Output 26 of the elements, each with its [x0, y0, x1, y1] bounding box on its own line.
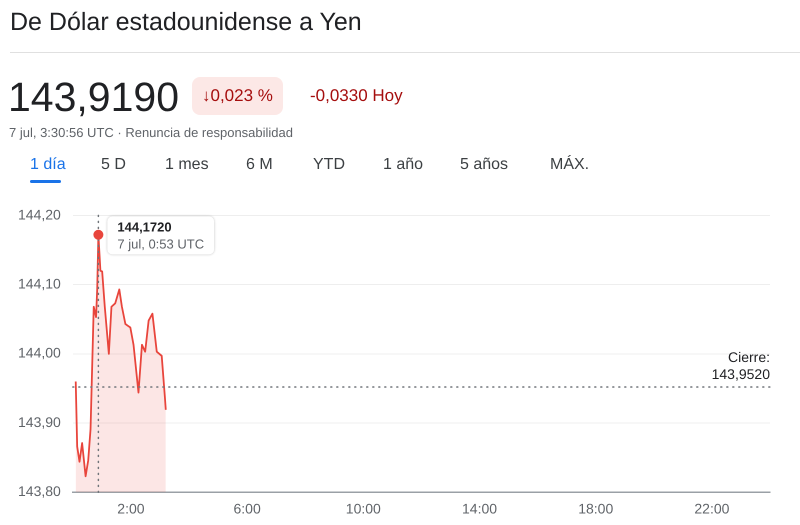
text: -0,0330 Hoy [310, 86, 403, 106]
chart-title: De Dólar estadounidense a Yen [10, 8, 362, 37]
x-tick-label: 14:00 [462, 500, 498, 516]
text: 143,9190 [8, 74, 180, 121]
text: 1 año [383, 156, 424, 174]
text: MÁX. [550, 156, 590, 174]
chart-subtitle: 7 jul, 3:30:56 UTC · Renuncia de responsabilidad [9, 125, 294, 140]
ref-line-label: Cierre: 143,9520 [712, 349, 770, 382]
y-tick-label: 144,10 [18, 275, 62, 292]
y-tick-label: 143,90 [18, 414, 62, 430]
y-tick-label: 143,80 [18, 483, 62, 500]
y-tick-label: 144,00 [18, 344, 62, 361]
text: 5 años [460, 156, 508, 174]
text: 1 día [30, 156, 66, 174]
annotation: 144,1720 7 jul, 0:53 UTC [117, 219, 204, 252]
x-tick-label: 2:00 [117, 500, 145, 516]
x-tick-label: 22:00 [694, 500, 730, 516]
x-tick-label: 18:00 [578, 500, 614, 516]
x-tick-label: 6:00 [233, 500, 261, 516]
text: ↓0,023 % [192, 77, 283, 115]
text: 1 mes [165, 156, 209, 174]
x-tick-label: 10:00 [346, 500, 382, 516]
y-tick-label: 144,20 [18, 206, 62, 222]
text: 6 M [246, 156, 273, 174]
text: YTD [313, 156, 345, 174]
text: 5 D [101, 156, 126, 174]
